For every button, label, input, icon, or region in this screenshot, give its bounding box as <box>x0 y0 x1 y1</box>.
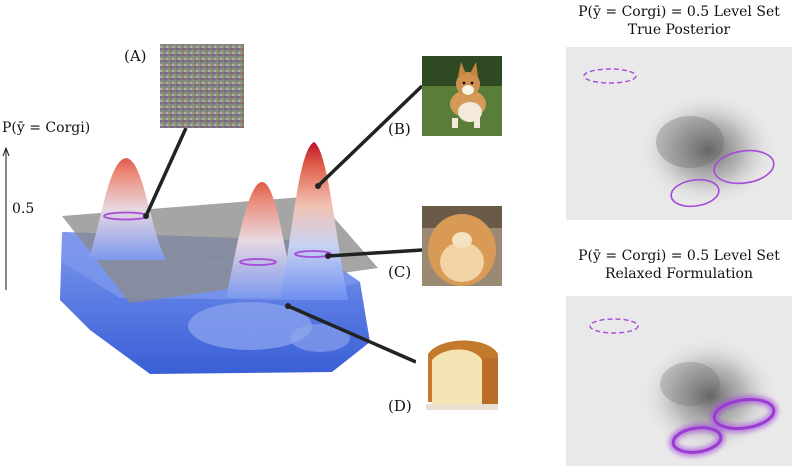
bread-loaf-photo <box>416 336 500 416</box>
panel-2-title: P(ȳ = Corgi) = 0.5 Level Set Relaxed For… <box>559 247 799 283</box>
peak-a <box>88 158 166 260</box>
leader-d <box>287 304 417 364</box>
panel-1-title-line1: P(ȳ = Corgi) = 0.5 Level Set <box>578 4 780 20</box>
y-tick-label: 0.5 <box>12 201 35 217</box>
corgi-rear-photo <box>422 206 502 286</box>
level-set-2 <box>670 178 720 208</box>
panel-2-title-line2: Relaxed Formulation <box>605 266 753 282</box>
panel-relaxed <box>566 296 792 466</box>
leader-c <box>327 248 423 258</box>
y-axis-label: P(ȳ = Corgi) <box>2 120 91 136</box>
level-curve-middle <box>239 258 277 266</box>
corgi-puppy-photo <box>422 56 502 136</box>
label-d: (D) <box>388 397 412 415</box>
label-b: (B) <box>388 120 411 138</box>
label-a: (A) <box>124 47 147 65</box>
surface-bump <box>188 302 312 350</box>
panel-2-title-line1: P(ȳ = Corgi) = 0.5 Level Set <box>578 248 780 264</box>
label-c: (C) <box>388 263 412 281</box>
level-set-dashed <box>583 68 637 84</box>
leader-b <box>316 84 424 188</box>
panel-true-posterior <box>566 47 792 220</box>
level-set-1 <box>713 149 775 185</box>
panel-1-title: P(ȳ = Corgi) = 0.5 Level Set True Poster… <box>559 3 799 39</box>
peak-b <box>280 142 348 300</box>
peak-middle <box>226 182 296 298</box>
relaxed-level-set-dashed <box>589 318 639 334</box>
leader-a <box>144 127 188 217</box>
probability-surface <box>60 142 378 374</box>
level-curve-b <box>294 250 332 258</box>
panel-1-title-line2: True Posterior <box>627 22 731 38</box>
noise-image <box>160 44 244 128</box>
